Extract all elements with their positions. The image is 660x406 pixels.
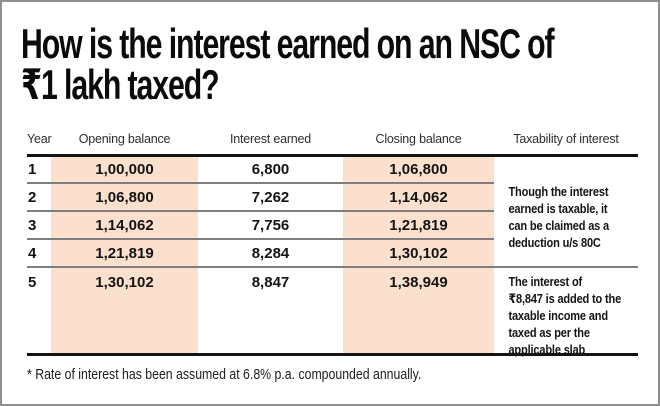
interest-earned-cell: 8,284 <box>198 240 343 268</box>
opening-balance-cell: 1,21,819 <box>51 240 198 268</box>
year-cell: 1 <box>27 157 51 184</box>
taxability-note-text: The interest of ₹8,847 is added to the t… <box>508 274 622 357</box>
opening-balance-cell: 1,06,800 <box>51 184 198 212</box>
interest-earned-cell: 7,756 <box>198 212 343 240</box>
opening-balance-cell: 1,00,000 <box>51 157 198 184</box>
interest-earned-cell: 7,262 <box>198 184 343 212</box>
opening-balance-cell: 1,30,102 <box>51 268 198 353</box>
closing-balance-cell: 1,06,800 <box>343 157 494 184</box>
closing-balance-cell: 1,30,102 <box>343 240 494 268</box>
page-title-line-2: ₹1 lakh taxed? <box>21 61 220 108</box>
interest-earned-cell: 6,800 <box>198 157 343 184</box>
year-cell: 5 <box>28 274 37 291</box>
column-header-taxability: Taxability of interest <box>513 132 619 146</box>
year-cell: 2 <box>27 184 51 212</box>
table-header-row: Year Opening balance Interest earned Clo… <box>27 125 638 153</box>
closing-balance-cell: 1,14,062 <box>343 184 494 212</box>
closing-balance-cell: 1,21,819 <box>343 212 494 240</box>
page-title-line-1: How is the interest earned on an NSC of <box>21 20 555 67</box>
taxability-note-years-1-4: Though the interest earned is taxable, i… <box>494 157 638 268</box>
column-header-interest-earned: Interest earned <box>229 132 312 146</box>
interest-earned-cell: 8,847 <box>251 274 290 291</box>
taxability-note-text: Though the interest earned is taxable, i… <box>508 184 610 250</box>
year-cell: 3 <box>27 212 51 240</box>
page-title: How is the interest earned on an NSC of … <box>21 20 655 108</box>
column-header-opening-balance: Opening balance <box>78 132 171 146</box>
column-header-closing-balance: Closing balance <box>375 132 462 146</box>
taxability-note-year-5: The interest of ₹8,847 is added to the t… <box>494 268 638 357</box>
column-header-year: Year <box>27 132 52 146</box>
opening-balance-cell: 1,14,062 <box>51 212 198 240</box>
nsc-interest-table: 1 1,00,000 6,800 1,06,800 2 1,06,800 7,2… <box>27 154 638 357</box>
year-cell: 4 <box>27 240 51 268</box>
rate-assumption-footnote: * Rate of interest has been assumed at 6… <box>27 366 422 383</box>
closing-balance-cell: 1,38,949 <box>343 268 494 353</box>
